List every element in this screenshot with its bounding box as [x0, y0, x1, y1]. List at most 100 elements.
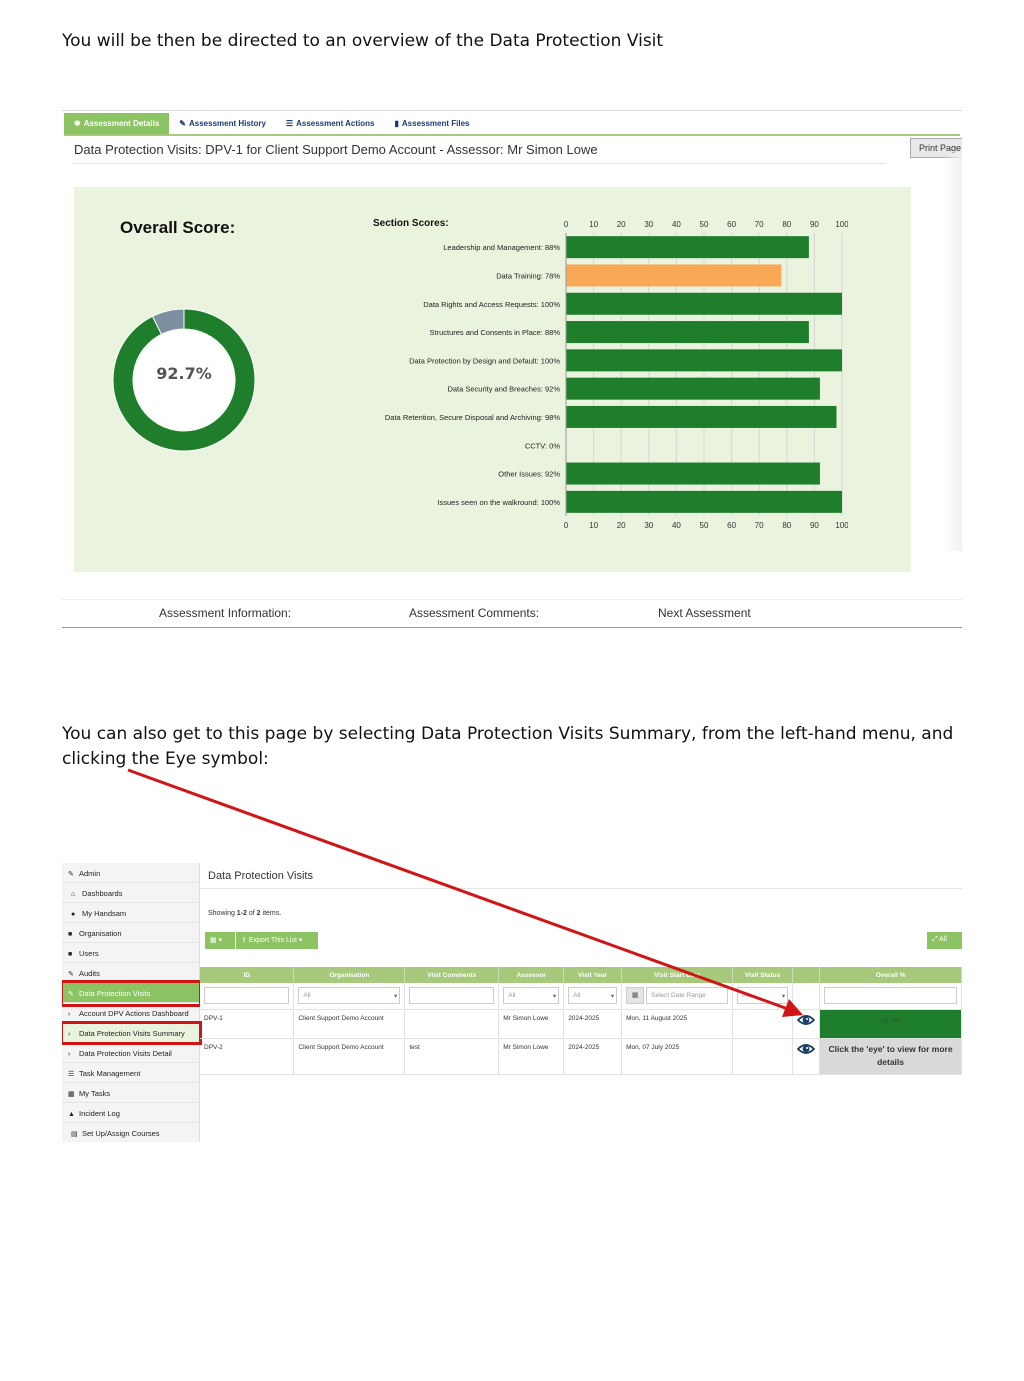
- sidebar-item-my-handsam[interactable]: ● My Handsam: [62, 903, 200, 923]
- x-tick-label-bottom: 10: [589, 521, 598, 530]
- cell-assessor: Mr Simon Lowe: [498, 1038, 565, 1075]
- bar: [566, 377, 820, 400]
- x-tick-label-bottom: 50: [700, 521, 709, 530]
- x-tick-label-top: 40: [672, 220, 681, 229]
- bar: [566, 236, 809, 259]
- score-panel: Overall Score: 92.7% Section Scores: 0 0 10…: [74, 187, 911, 572]
- tab-assessment-details[interactable]: ✱ Assessment Details: [64, 113, 170, 134]
- wrench-icon: ✎: [68, 971, 74, 978]
- assessor-filter-select[interactable]: All ▾: [503, 987, 560, 1004]
- alternate-paragraph: You can also get to this page by selecti…: [62, 724, 954, 769]
- category-label: Data Rights and Access Requests: 100%: [423, 300, 560, 309]
- column-header-actions: [792, 967, 821, 983]
- sidebar-item-users[interactable]: ■ Users: [62, 943, 200, 963]
- showing-count: Showing 1-2 of 2 items.: [208, 910, 281, 917]
- export-icon: ⇪: [241, 937, 249, 944]
- calendar-icon[interactable]: ▦: [626, 987, 645, 1004]
- sidebar-item-incident-log[interactable]: ▲ Incident Log: [62, 1103, 200, 1123]
- category-label: Issues seen on the walkround: 100%: [437, 498, 560, 507]
- tab-assessment-actions[interactable]: ☰ Assessment Actions: [276, 113, 385, 134]
- organisation-filter-select[interactable]: All ▾: [298, 987, 401, 1004]
- wrench-icon: ✎: [68, 871, 74, 878]
- show-all-button[interactable]: ⤢ All: [927, 932, 962, 949]
- sidebar-item-set-up-assign-courses[interactable]: ▤ Set Up/Assign Courses: [62, 1123, 200, 1142]
- sidebar-item-label: Organisation: [79, 929, 122, 938]
- file-icon: ▮: [394, 119, 399, 128]
- summary-list-screenshot: ✎ Admin ⌂ Dashboards ● My Handsam ■ Organisa…: [62, 863, 962, 1142]
- filter-cell: All ▾: [293, 983, 406, 1010]
- showing-range: 1-2: [236, 910, 247, 917]
- id-filter-input[interactable]: [204, 987, 290, 1004]
- column-header-visit-status[interactable]: Visit Status: [732, 967, 794, 983]
- sidebar-item-label: Account DPV Actions Dashboard: [79, 1009, 189, 1018]
- tab-label: Assessment Actions: [296, 119, 375, 128]
- x-tick-label-bottom: 0: [564, 521, 569, 530]
- export-list-button[interactable]: ⇪ Export This List ▾: [236, 932, 318, 949]
- column-header-id[interactable]: ID: [200, 967, 295, 983]
- column-header-overall[interactable]: Overall %: [819, 967, 962, 983]
- filter-cell: ▦ Select Date Range: [621, 983, 734, 1010]
- tab-assessment-history[interactable]: ✎ Assessment History: [169, 113, 276, 134]
- sidebar-item-my-tasks[interactable]: ▦ My Tasks: [62, 1083, 200, 1103]
- cell-status: [732, 1038, 794, 1075]
- sidebar-item-label: Set Up/Assign Courses: [82, 1129, 160, 1138]
- sidebar-item-data-protection-visits-detail[interactable]: › Data Protection Visits Detail: [62, 1043, 200, 1063]
- assessment-footer: Assessment Information: Assessment Comme…: [62, 599, 962, 627]
- column-header-visit-start-date[interactable]: Visit Start Date: [621, 967, 734, 983]
- cell-status: [732, 1009, 794, 1039]
- date-range-input[interactable]: Select Date Range: [646, 987, 729, 1004]
- x-tick-label-bottom: 90: [810, 521, 819, 530]
- grid-icon: ▦ ▾: [210, 937, 223, 944]
- cell-comments: test: [404, 1038, 500, 1075]
- sidebar-item-task-management[interactable]: ☰ Task Management: [62, 1063, 200, 1083]
- tab-assessment-files[interactable]: ▮ Assessment Files: [385, 113, 480, 134]
- filter-value: All: [742, 992, 750, 999]
- overall-score-value: 92.7%: [156, 364, 212, 383]
- column-header-organisation[interactable]: Organisation: [293, 967, 406, 983]
- overall-filter-input[interactable]: [824, 987, 957, 1004]
- category-label: Data Training: 78%: [496, 271, 560, 280]
- eye-icon[interactable]: [796, 1042, 816, 1056]
- category-label: Data Protection by Design and Default: 1…: [409, 356, 560, 365]
- x-tick-label-bottom: 80: [782, 521, 791, 530]
- x-tick-label-bottom: 20: [617, 521, 626, 530]
- eye-icon[interactable]: [796, 1013, 816, 1027]
- column-header-visit-year[interactable]: Visit Year: [563, 967, 623, 983]
- sidebar-item-label: Incident Log: [79, 1109, 120, 1118]
- sidebar-item-label: Admin: [79, 869, 101, 878]
- divider: [72, 163, 886, 164]
- list-icon: ☰: [68, 1071, 75, 1078]
- sidebar-item-label: My Tasks: [79, 1089, 111, 1098]
- chevron-down-icon: ▾: [610, 993, 615, 1000]
- year-filter-select[interactable]: All ▾: [568, 987, 618, 1004]
- all-label: All: [939, 936, 947, 943]
- briefcase-icon: ■: [68, 931, 73, 938]
- x-tick-label-top: 30: [644, 220, 653, 229]
- x-tick-label-bottom: 40: [672, 521, 681, 530]
- grid-toggle-button[interactable]: ▦ ▾: [205, 932, 235, 949]
- table-icon: ▦: [68, 1091, 75, 1098]
- assessment-overview-screenshot: ✱ Assessment Details ✎ Assessment History …: [62, 110, 962, 628]
- highlight-box: [62, 980, 202, 1007]
- sidebar-item-dashboards[interactable]: ⌂ Dashboards: [62, 883, 200, 903]
- column-header-visit-comments[interactable]: Visit Comments: [404, 967, 500, 983]
- cell-organisation: Client Support Demo Account: [293, 1038, 406, 1075]
- x-tick-label-bottom: 100: [835, 521, 848, 530]
- sidebar-item-organisation[interactable]: ■ Organisation: [62, 923, 200, 943]
- cell-date: Mon, 11 August 2025: [621, 1009, 734, 1039]
- cell-id: DPV-2: [200, 1038, 295, 1075]
- sidebar-item-admin[interactable]: ✎ Admin: [62, 863, 200, 883]
- x-tick-label-top: 80: [782, 220, 791, 229]
- x-tick-label-top: 90: [810, 220, 819, 229]
- column-header-assessor[interactable]: Assessor: [498, 967, 565, 983]
- comments-filter-input[interactable]: [409, 987, 495, 1004]
- status-filter-select[interactable]: All ▾: [737, 987, 789, 1004]
- bar: [566, 405, 837, 428]
- assessment-information-label: Assessment Information:: [159, 606, 292, 620]
- chevron-down-icon: ▾: [394, 993, 398, 1000]
- cell-year: 2024-2025: [563, 1038, 623, 1075]
- sidebar-item-label: Data Protection Visits Detail: [79, 1049, 172, 1058]
- users-icon: ■: [68, 951, 73, 958]
- sidebar-item-label: Dashboards: [82, 889, 123, 898]
- export-label: Export This List: [248, 937, 297, 944]
